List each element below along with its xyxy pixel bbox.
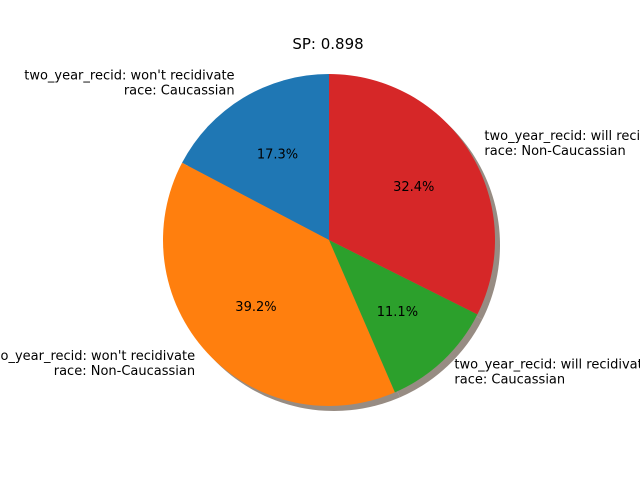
- slice-label-line: two_year_recid: won't recidivate: [24, 69, 234, 84]
- pie-slice: [163, 162, 395, 406]
- pie-slice: [182, 74, 329, 240]
- slice-label-line: race: Caucassian: [454, 373, 565, 388]
- slice-label-line: two_year_recid: will recidivate: [484, 129, 640, 144]
- slice-label-line: race: Caucassian: [124, 84, 235, 99]
- slice-label-line: race: Non-Caucassian: [54, 364, 195, 379]
- pie-slices: [163, 74, 495, 406]
- slice-label: two_year_recid: won't recidivate race: Ca…: [24, 69, 234, 99]
- slice-pct-label: 39.2%: [235, 300, 276, 315]
- slice-label-line: two_year_recid: won't recidivate: [0, 349, 195, 364]
- pct-labels: 17.3% 39.2% 11.1% 32.4%: [235, 147, 434, 320]
- pie-slice: [329, 74, 495, 315]
- slice-pct-label: 11.1%: [377, 305, 418, 320]
- slice-pct-label: 17.3%: [257, 147, 298, 162]
- slice-label: two_year_recid: won't recidivate race: No…: [0, 349, 195, 379]
- slice-pct-label: 32.4%: [393, 180, 434, 195]
- slice-label: two_year_recid: will recidivate race: Cau…: [454, 358, 640, 388]
- pie-slice: [329, 240, 478, 393]
- slice-label-line: two_year_recid: will recidivate: [454, 358, 640, 373]
- chart-title: SP: 0.898: [292, 35, 363, 53]
- slice-labels: two_year_recid: won't recidivate race: Ca…: [0, 69, 640, 388]
- slice-label-line: race: Non-Caucassian: [484, 144, 625, 159]
